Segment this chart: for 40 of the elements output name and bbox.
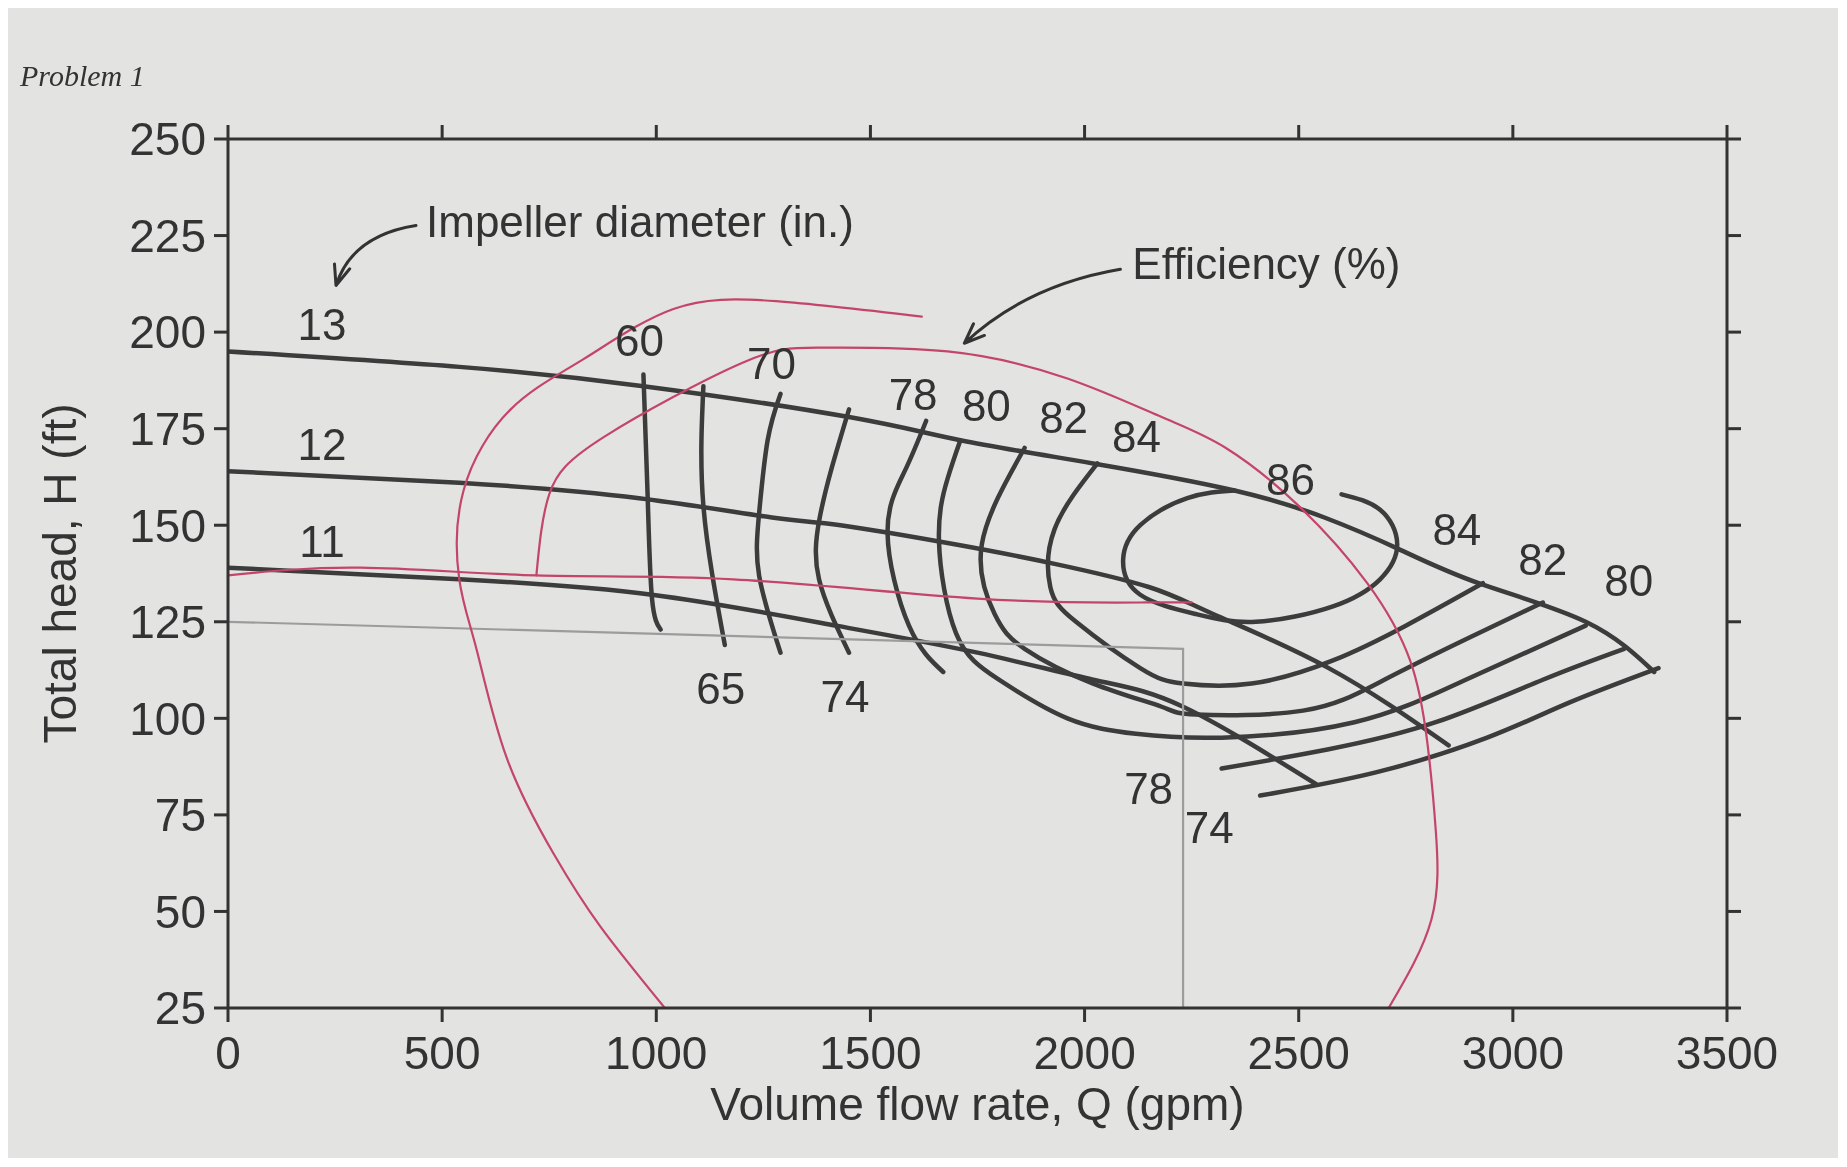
- annotation: Impeller diameter (in.): [426, 196, 854, 246]
- annotation: 70: [747, 338, 796, 388]
- y-tick-label: 125: [129, 596, 206, 649]
- y-axis-title: Total head, H (ft): [34, 403, 86, 744]
- y-tick-label: 25: [154, 982, 206, 1035]
- y-tick-label: 225: [129, 209, 206, 262]
- x-tick-label: 2000: [1033, 1026, 1136, 1079]
- y-tick-label: 75: [154, 789, 206, 842]
- y-tick-label: 150: [129, 499, 206, 552]
- y-tick-label: 250: [129, 113, 206, 166]
- x-tick-label: 3000: [1461, 1026, 1565, 1079]
- x-tick-label: 500: [403, 1026, 481, 1079]
- annotation: Efficiency (%): [1132, 238, 1401, 288]
- annotation: 60: [614, 315, 664, 365]
- annotation: 13: [297, 299, 347, 349]
- y-tick-label: 50: [154, 885, 206, 938]
- annotation: 11: [299, 516, 345, 566]
- annotation: 74: [1184, 802, 1234, 852]
- annotation: 78: [888, 369, 938, 419]
- annotation: 86: [1266, 454, 1316, 504]
- x-tick-label: 2500: [1247, 1026, 1350, 1079]
- x-tick-label: 3500: [1675, 1026, 1779, 1079]
- annotation: 84: [1111, 411, 1161, 461]
- annotation: 80: [1604, 555, 1654, 605]
- y-tick-label: 100: [129, 692, 206, 745]
- y-tick-label: 200: [129, 306, 206, 359]
- annotation: 84: [1432, 504, 1482, 554]
- x-axis-title: Volume flow rate, Q (gpm): [710, 1078, 1245, 1130]
- annotation: 74: [820, 671, 870, 721]
- annotation: 65: [696, 663, 746, 713]
- x-tick-label: 1500: [819, 1026, 922, 1079]
- annotation: 80: [961, 380, 1011, 430]
- chart-title: Problem 1: [19, 59, 145, 92]
- annotation: 82: [1518, 534, 1568, 584]
- x-tick-label: 1000: [605, 1026, 708, 1079]
- annotation: 82: [1039, 392, 1089, 442]
- annotation: 12: [297, 419, 347, 469]
- y-tick-label: 175: [129, 403, 206, 455]
- annotation: 78: [1124, 763, 1174, 813]
- x-tick-label: 0: [215, 1026, 241, 1079]
